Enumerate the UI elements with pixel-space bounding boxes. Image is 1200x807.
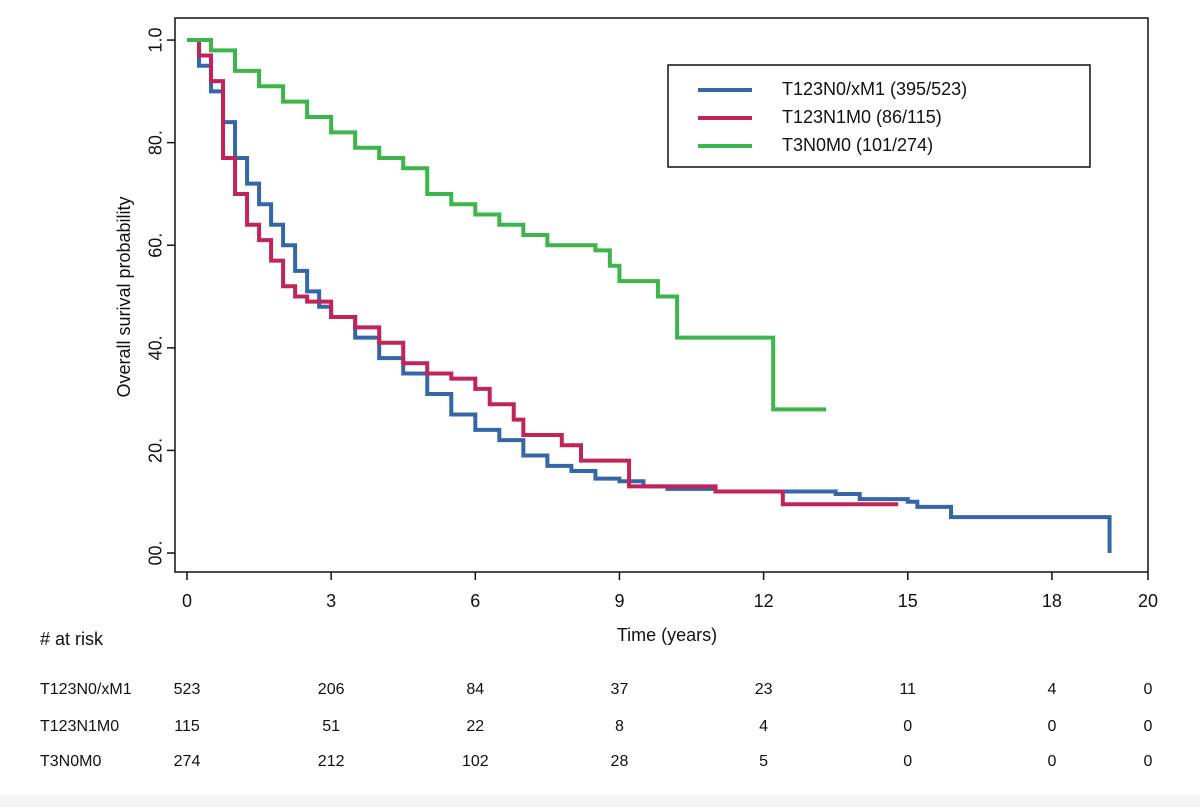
legend-label: T123N1M0 (86/115) bbox=[782, 107, 942, 127]
risk-count: 206 bbox=[318, 681, 345, 698]
y-tick-label: 00. bbox=[146, 541, 166, 566]
survival-curve bbox=[187, 38, 899, 507]
x-tick-label: 15 bbox=[898, 591, 918, 611]
risk-table-title: # at risk bbox=[40, 629, 104, 649]
risk-count: 4 bbox=[759, 718, 768, 735]
x-tick-label: 6 bbox=[470, 591, 480, 611]
risk-count: 0 bbox=[1144, 681, 1153, 698]
risk-count: 22 bbox=[466, 718, 484, 735]
risk-count: 0 bbox=[1047, 753, 1056, 770]
risk-count: 4 bbox=[1047, 681, 1056, 698]
risk-count: 212 bbox=[318, 753, 345, 770]
legend-label: T123N0/xM1 (395/523) bbox=[782, 79, 967, 99]
y-tick-label: 20. bbox=[146, 438, 166, 463]
risk-count: 51 bbox=[322, 718, 340, 735]
risk-count: 0 bbox=[903, 753, 912, 770]
x-tick-label: 3 bbox=[326, 591, 336, 611]
risk-count: 0 bbox=[1144, 753, 1153, 770]
y-tick-label: 60. bbox=[146, 233, 166, 258]
risk-count: 102 bbox=[462, 753, 489, 770]
survival-curve bbox=[187, 38, 1112, 554]
risk-count: 115 bbox=[174, 718, 200, 735]
risk-count: 11 bbox=[899, 681, 916, 698]
y-axis-label: Overall surival probability bbox=[114, 196, 134, 397]
risk-count: 523 bbox=[174, 681, 201, 698]
plot-frame bbox=[174, 17, 1149, 573]
x-tick-label: 0 bbox=[182, 591, 192, 611]
risk-count: 28 bbox=[611, 753, 629, 770]
legend-label: T3N0M0 (101/274) bbox=[782, 135, 933, 155]
risk-count: 37 bbox=[611, 681, 629, 698]
x-tick-label: 18 bbox=[1042, 591, 1062, 611]
risk-count: 0 bbox=[1144, 718, 1153, 735]
risk-count: 8 bbox=[615, 718, 624, 735]
risk-count: 0 bbox=[1047, 718, 1056, 735]
risk-row-name: T123N1M0 bbox=[40, 718, 119, 735]
risk-count: 84 bbox=[466, 681, 484, 698]
risk-count: 274 bbox=[174, 753, 201, 770]
x-tick-label: 9 bbox=[614, 591, 624, 611]
risk-row-name: T123N0/xM1 bbox=[40, 681, 132, 698]
risk-count: 5 bbox=[759, 753, 768, 770]
survival-curve bbox=[187, 38, 827, 412]
y-tick-label: 80. bbox=[146, 130, 166, 155]
x-tick-label: 20 bbox=[1138, 591, 1158, 611]
risk-count: 23 bbox=[755, 681, 773, 698]
y-tick-label: 40. bbox=[146, 335, 166, 360]
x-tick-label: 12 bbox=[754, 591, 774, 611]
footer-strip bbox=[0, 795, 1200, 807]
y-tick-label: 1.0 bbox=[146, 28, 166, 53]
risk-count: 0 bbox=[903, 718, 912, 735]
risk-row-name: T3N0M0 bbox=[40, 753, 101, 770]
x-axis-label: Time (years) bbox=[617, 625, 717, 645]
